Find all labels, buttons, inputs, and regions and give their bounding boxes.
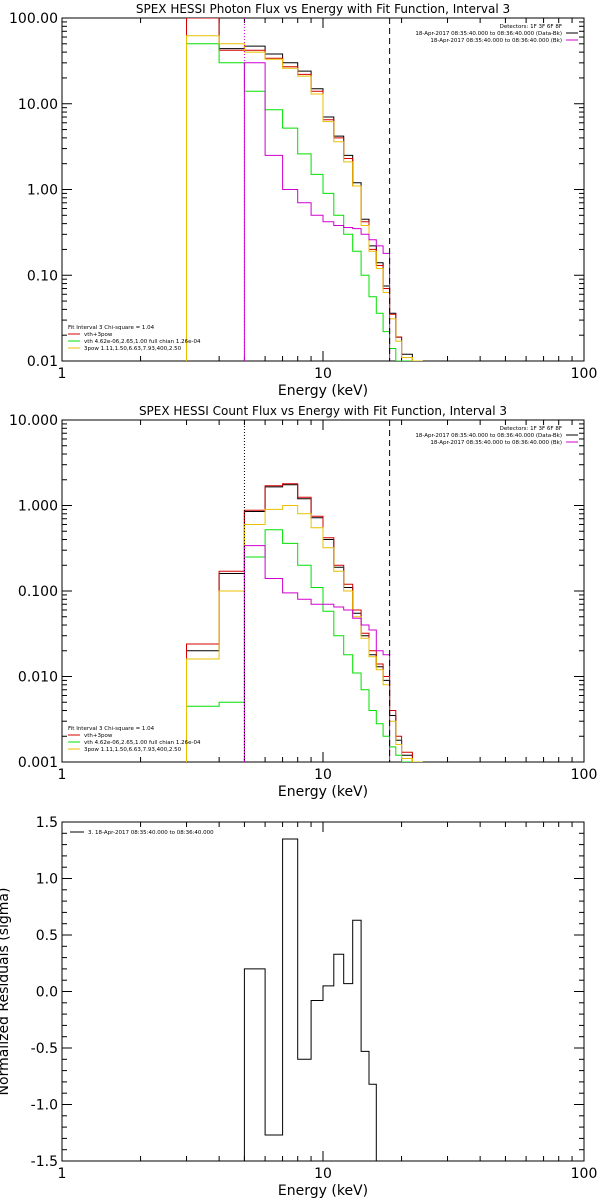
legend-entry: 3pow 1.11,1.50,6.63,7.93,400,2.50	[84, 346, 182, 352]
chart-panel-3: 1 10 100 Energy (keV) Normalized Residuals (…	[0, 815, 597, 1199]
series-group	[186, 18, 423, 361]
x-tick-label: 10	[314, 767, 332, 783]
legend-entry: 3. 18-Apr-2017 08:35:40.000 to 08:36:40.…	[88, 830, 214, 836]
series-green	[186, 529, 423, 762]
series-group	[243, 838, 391, 1161]
y-tick-label: 0.0	[36, 985, 58, 1001]
header-text: Detectors: 1F 3F 6F 8F	[500, 426, 562, 432]
y-tick-label: 10.000	[9, 413, 58, 429]
x-axis-label: Energy (keV)	[278, 1183, 368, 1199]
y-tick-label: 1.0	[36, 872, 58, 888]
header-text: 18-Apr-2017 08:35:40.000 to 08:36:40.000…	[430, 440, 562, 446]
series-yellow	[186, 35, 423, 361]
y-tick-label: 0.001	[18, 755, 58, 771]
legend-entry: vth 4.62e-06,2.65,1.00 full chian 1.26e-…	[84, 740, 201, 746]
y-tick-label: -1.0	[31, 1098, 58, 1114]
y-tick-label: 1.00	[27, 183, 58, 199]
y-tick-label: 0.100	[18, 584, 58, 600]
header-text: 18-Apr-2017 08:35:40.000 to 08:36:40.000…	[430, 38, 562, 44]
series-green	[186, 43, 423, 361]
header-text: 18-Apr-2017 08:35:40.000 to 08:36:40.000…	[415, 433, 562, 439]
x-tick-label: 1	[58, 366, 67, 382]
y-tick-label: -0.5	[31, 1041, 58, 1057]
header-text: Detectors: 1F 3F 6F 8F	[500, 24, 562, 30]
x-tick-label: 1	[58, 767, 67, 783]
series-magenta	[243, 545, 391, 762]
header-text: 18-Apr-2017 08:35:40.000 to 08:36:40.000…	[415, 31, 562, 37]
y-tick-label: 0.5	[36, 928, 58, 944]
x-tick-label: 100	[571, 1166, 598, 1182]
y-tick-label: -1.5	[31, 1154, 58, 1170]
y-axis-label: Normalized Residuals (sigma)	[0, 888, 12, 1096]
legend-entry: vth+3pow	[84, 332, 113, 338]
series-black	[186, 484, 423, 762]
y-tick-label: 0.10	[27, 268, 58, 284]
legend-entry: Fit Interval 3 Chi-square = 1.04	[68, 726, 155, 732]
y-tick-label: 0.01	[27, 354, 58, 370]
x-tick-label: 100	[571, 366, 598, 382]
y-tick-label: 10.00	[18, 97, 58, 113]
chart-title: SPEX HESSI Count Flux vs Energy with Fit…	[139, 404, 507, 418]
legend-entry: Fit Interval 3 Chi-square = 1.04	[68, 325, 155, 331]
chart-title: SPEX HESSI Photon Flux vs Energy with Fi…	[136, 2, 510, 16]
y-tick-label: 100.00	[9, 11, 58, 27]
x-tick-label: 10	[314, 366, 332, 382]
series-black	[186, 18, 423, 361]
y-tick-label: 0.010	[18, 670, 58, 686]
chart-panel-1: SPEX HESSI Photon Flux vs Energy with Fi…	[9, 2, 597, 399]
x-tick-label: 10	[314, 1166, 332, 1182]
series-magenta	[243, 62, 391, 361]
x-tick-label: 1	[58, 1166, 67, 1182]
legend-entry: 3pow 1.11,1.50,6.63,7.93,400,2.50	[84, 747, 182, 753]
chart-panel-2: SPEX HESSI Count Flux vs Energy with Fit…	[9, 404, 597, 800]
x-axis-label: Energy (keV)	[278, 784, 368, 800]
y-tick-label: 1.000	[18, 499, 58, 515]
x-axis-label: Energy (keV)	[278, 383, 368, 399]
y-tick-label: 1.5	[36, 815, 58, 831]
series-group	[186, 483, 423, 762]
series-yellow	[186, 505, 423, 762]
series-red	[186, 18, 423, 361]
series-red	[186, 483, 423, 762]
legend-entry: vth 4.62e-06,2.65,1.00 full chian 1.26e-…	[84, 339, 201, 345]
series-residuals	[243, 838, 391, 1161]
legend-entry: vth+3pow	[84, 733, 113, 739]
x-tick-label: 100	[571, 767, 598, 783]
